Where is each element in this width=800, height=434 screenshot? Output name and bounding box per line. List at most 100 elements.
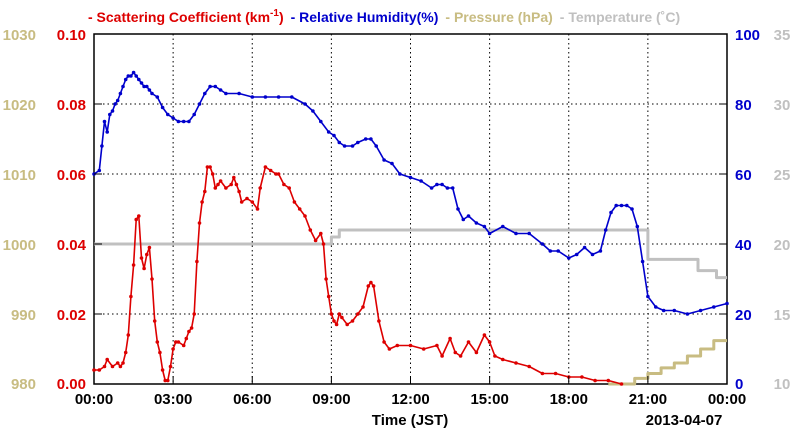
point-scattering [345, 322, 350, 327]
point-scattering [334, 322, 339, 327]
point-humidity [203, 91, 207, 96]
point-scattering [540, 371, 545, 376]
legend-entry-2: - Pressure (hPa) [445, 9, 552, 25]
point-humidity [123, 77, 128, 82]
legend-entry-3: - Temperature (˚C) [560, 9, 680, 25]
point-scattering [366, 284, 371, 288]
point-scattering [203, 189, 207, 194]
point-scattering [514, 361, 518, 365]
point-scattering [181, 343, 186, 348]
point-humidity [150, 91, 154, 96]
point-humidity [213, 84, 218, 89]
point-humidity [332, 133, 336, 138]
point-scattering [474, 350, 479, 355]
point-humidity [134, 74, 138, 78]
point-humidity [160, 105, 165, 110]
point-scattering [329, 312, 334, 316]
point-scattering [440, 354, 444, 358]
humidity-axis-tick-label: 20 [735, 307, 752, 324]
point-humidity [181, 119, 186, 124]
point-scattering [189, 326, 194, 330]
point-humidity [187, 119, 191, 124]
scattering-axis-tick-label: 0.02 [57, 307, 86, 324]
point-scattering [195, 259, 199, 264]
point-scattering [553, 371, 558, 376]
point-humidity [698, 308, 703, 313]
point-humidity [337, 140, 342, 145]
point-scattering [187, 329, 191, 334]
point-humidity [171, 116, 175, 120]
point-scattering [115, 361, 120, 365]
point-humidity [374, 144, 379, 148]
point-humidity [527, 231, 531, 236]
point-humidity [635, 224, 640, 229]
legend-entry-tail: ) [279, 9, 284, 25]
pressure-axis-tick-label: 1000 [3, 237, 36, 254]
point-humidity [105, 130, 109, 134]
x-axis-tick-label: 00:00 [708, 391, 746, 408]
point-scattering [134, 217, 138, 222]
point-scattering [297, 207, 302, 211]
point-humidity [567, 256, 571, 260]
x-axis-tick-label: 12:00 [391, 391, 429, 408]
point-scattering [105, 357, 109, 362]
series-layer [92, 70, 729, 386]
point-scattering [377, 319, 381, 323]
point-scattering [126, 333, 131, 337]
point-scattering [232, 175, 236, 180]
point-humidity [582, 245, 587, 250]
point-scattering [319, 231, 323, 236]
point-scattering [176, 340, 181, 344]
point-scattering [184, 336, 189, 341]
point-humidity [142, 84, 146, 89]
point-humidity [147, 88, 152, 92]
point-humidity [440, 182, 444, 187]
point-scattering [160, 368, 165, 372]
x-axis-title: Time (JST) [372, 412, 448, 429]
point-humidity [574, 252, 579, 257]
point-humidity [603, 228, 608, 232]
point-scattering [292, 200, 297, 204]
point-humidity [654, 305, 658, 309]
point-scattering [250, 200, 255, 204]
point-scattering [350, 319, 355, 323]
point-scattering [593, 378, 597, 383]
point-scattering [287, 186, 292, 190]
point-humidity [250, 95, 255, 99]
pressure-axis-tick-label: 1030 [3, 27, 36, 44]
point-humidity [197, 102, 202, 106]
pressure-axis-tick-label: 1020 [3, 97, 36, 114]
point-scattering [129, 294, 133, 299]
point-humidity [350, 144, 355, 148]
point-scattering [435, 343, 439, 348]
point-humidity [192, 112, 196, 117]
point-humidity [461, 217, 466, 222]
point-humidity [609, 210, 613, 215]
x-axis-tick-label: 21:00 [629, 391, 667, 408]
point-scattering [224, 186, 228, 190]
point-scattering [493, 354, 497, 358]
point-scattering [197, 221, 202, 225]
point-humidity [501, 224, 505, 229]
temperature-axis-tick-label: 30 [774, 97, 791, 114]
point-scattering [369, 280, 373, 285]
point-scattering [619, 382, 624, 386]
point-scattering [487, 340, 492, 344]
x-axis-tick-label: 18:00 [550, 391, 588, 408]
point-scattering [218, 179, 223, 183]
point-humidity [646, 294, 650, 299]
point-humidity [176, 119, 181, 124]
point-scattering [166, 378, 170, 383]
point-scattering [255, 207, 260, 211]
x-axis-tick-label: 03:00 [154, 391, 192, 408]
point-humidity [155, 95, 160, 99]
point-scattering [448, 336, 452, 341]
point-humidity [369, 137, 373, 141]
point-scattering [229, 182, 233, 187]
humidity-axis-tick-label: 40 [735, 237, 752, 254]
point-scattering [234, 182, 239, 187]
temperature-axis-tick-label: 15 [774, 307, 791, 324]
point-humidity [145, 84, 149, 89]
point-scattering [145, 252, 149, 257]
point-scattering [237, 189, 241, 194]
